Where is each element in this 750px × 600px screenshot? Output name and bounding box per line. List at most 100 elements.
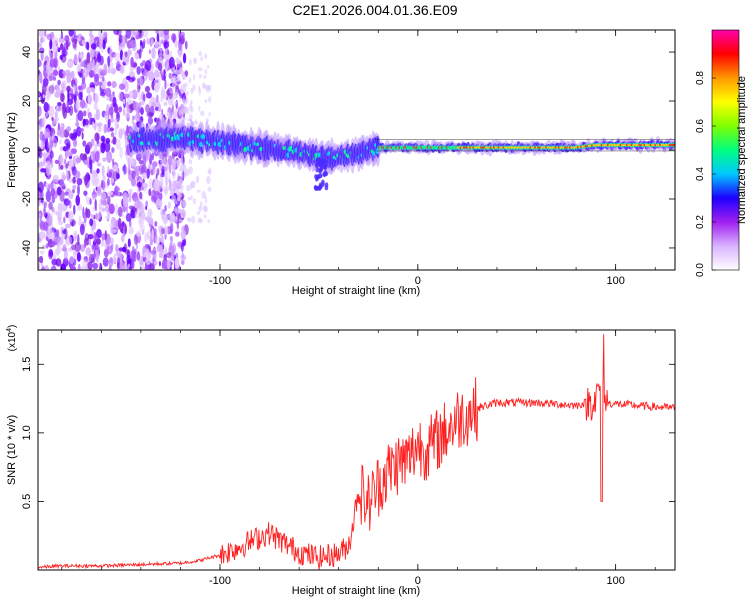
spectrogram-cell xyxy=(52,76,57,81)
spectrogram-cell xyxy=(42,221,49,232)
spectrogram-cell xyxy=(59,126,65,139)
spectrogram-cell xyxy=(101,165,105,177)
spectrogram-cell xyxy=(145,92,153,99)
spectrogram-heatmap xyxy=(38,30,675,270)
spectrogram-cell xyxy=(133,197,140,203)
spectrogram-cell xyxy=(134,210,141,219)
spectrogram-cell xyxy=(92,194,96,201)
spectrogram-cell xyxy=(38,42,42,48)
snr-y-multiplier: (x104) xyxy=(6,325,18,352)
spectrogram-cell xyxy=(131,30,135,38)
spectrogram-cell xyxy=(39,72,43,84)
colorbar: 0.0 0.2 0.4 0.6 0.8 Normalized spectral ampl… xyxy=(695,29,748,277)
spectrogram-cell xyxy=(177,69,181,74)
spectrogram-cell xyxy=(113,52,120,61)
spectrogram-cell xyxy=(131,76,136,82)
spectrogram-cell xyxy=(105,215,110,220)
spectrogram-cell xyxy=(46,33,52,40)
spectrogram-cell xyxy=(108,168,115,179)
spectrogram-cell xyxy=(68,158,74,167)
spectrogram-cell xyxy=(108,203,115,215)
spectrogram-cell xyxy=(176,77,181,83)
spectrogram-cell xyxy=(63,216,66,224)
spectrogram-cell xyxy=(160,96,164,103)
spectrogram-cell xyxy=(173,77,176,82)
spectrogram-cell xyxy=(185,91,189,96)
spectrogram-cell xyxy=(80,61,85,68)
spectrogram-cell xyxy=(172,168,176,174)
spectrogram-cell xyxy=(113,252,117,263)
spectrogram-cell xyxy=(99,91,106,97)
spectrogram-cell xyxy=(108,256,114,268)
spectrogram-cell xyxy=(71,244,77,251)
spectrogram-cell xyxy=(203,205,209,213)
spectrogram-cell xyxy=(57,79,61,86)
spectrogram-cell xyxy=(98,38,102,50)
colorbar-bar xyxy=(711,29,740,271)
spectrogram-cell xyxy=(40,50,44,61)
spectrogram-cell xyxy=(44,128,51,139)
spectrogram-cell xyxy=(177,193,181,202)
spectrogram-cell xyxy=(153,228,157,235)
colorbar-tick-label: 0.2 xyxy=(695,215,706,229)
spectrogram-cell xyxy=(108,49,113,58)
spectrogram-cell xyxy=(161,108,164,115)
spectrogram-cell xyxy=(130,177,137,187)
spectrogram-cell xyxy=(100,192,107,201)
spectrogram-cell xyxy=(128,188,133,195)
spectrogram-cell xyxy=(119,223,124,233)
spectrogram-cell xyxy=(153,169,156,175)
spectrogram-cell xyxy=(165,170,169,178)
spectrogram-cell xyxy=(93,93,99,105)
spectrogram-cell xyxy=(96,122,103,127)
spectrogram-cell xyxy=(131,170,136,180)
spectrogram-cell xyxy=(112,136,117,145)
spectrogram-cell xyxy=(102,39,106,50)
y-tick-label: 0 xyxy=(21,147,33,153)
spectrogram-cell xyxy=(90,213,94,219)
spectrogram-cell xyxy=(171,111,177,119)
spectrogram-cell xyxy=(107,118,111,128)
spectrogram-cell xyxy=(176,160,180,164)
spectrogram-cell xyxy=(134,200,139,207)
spectrogram-cell xyxy=(180,36,185,45)
spectrogram-cell xyxy=(61,49,68,57)
spectrogram-cell xyxy=(153,179,159,192)
spectrogram-cell xyxy=(161,35,164,44)
spectrogram-cell xyxy=(61,229,67,235)
spectrogram-cell xyxy=(175,92,178,99)
spectrogram-cell xyxy=(207,219,211,223)
spectrogram-cell xyxy=(83,159,89,165)
spectrogram-cell xyxy=(151,47,156,60)
spectrogram-cell xyxy=(125,107,130,119)
spectrogram-cell xyxy=(77,110,84,122)
spectrogram-cell xyxy=(144,232,148,243)
spectrogram-cell xyxy=(96,228,102,239)
snr-panel: -100 0 100 0.5 1.0 1.5 Height of straight li… xyxy=(6,325,676,597)
spectrogram-cell xyxy=(118,83,126,90)
spectrogram-cell xyxy=(178,96,181,102)
spectrogram-cell xyxy=(167,213,173,220)
spectrogram-cell xyxy=(204,196,208,204)
y-tick-label: 1.0 xyxy=(21,425,33,440)
spectrogram-cell xyxy=(130,56,134,68)
spectrogram-cell xyxy=(182,74,187,81)
spectrogram-cell xyxy=(112,158,115,166)
spectrogram-cell xyxy=(54,110,58,119)
spectrogram-cell xyxy=(133,101,140,111)
spectrogram-cell xyxy=(125,75,131,81)
spectrogram-cell xyxy=(110,177,115,184)
spectrogram-cell xyxy=(118,91,124,102)
spectrogram-cell xyxy=(180,242,184,252)
spectrogram-cell xyxy=(188,158,193,165)
spectrogram-cell xyxy=(95,108,101,121)
spectrogram-cell xyxy=(52,69,59,77)
spectrogram-cell xyxy=(198,105,201,112)
spectrogram-cell xyxy=(43,101,49,113)
spectrogram-cell xyxy=(164,79,167,90)
spectrogram-cell xyxy=(44,141,48,150)
spectrogram-cell xyxy=(179,184,184,191)
spectrogram-cell xyxy=(145,257,151,266)
spectrogram-cell xyxy=(111,80,117,88)
spectrogram-cell xyxy=(139,225,146,232)
